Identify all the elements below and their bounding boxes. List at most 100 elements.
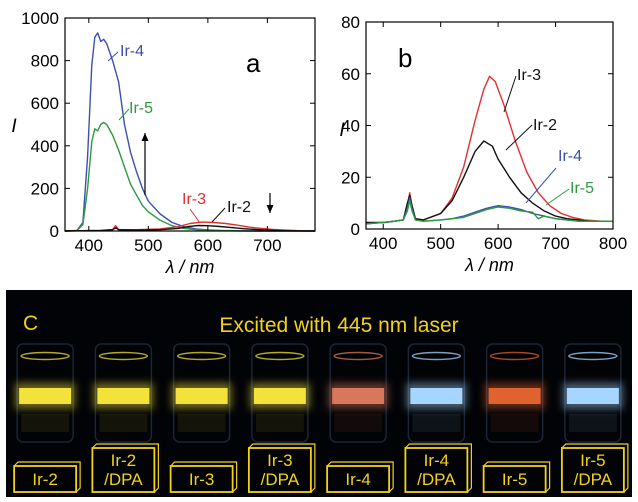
plot-frame: [64, 17, 316, 232]
y-tick-label: 0: [50, 222, 59, 241]
emission-band: [175, 388, 228, 404]
sample-label-ir-2-dpa: Ir-2/DPA: [104, 451, 143, 489]
y-tick-label: 40: [341, 117, 360, 136]
x-axis-label: λ / nm: [464, 255, 514, 275]
series-line-ir-5: [64, 121, 315, 232]
pointer-ir-4: [107, 51, 119, 62]
sample-label-ir-2: Ir-2: [32, 470, 58, 489]
emission-reflection: [334, 414, 383, 432]
label-ir-5: Ir-5: [129, 100, 153, 117]
increase-arrow-head: [141, 133, 149, 141]
emission-reflection: [21, 414, 70, 432]
emission-reflection: [568, 414, 617, 432]
x-tick-label: 400: [369, 234, 397, 253]
y-tick-label: 20: [341, 168, 360, 187]
y-tick-label: 800: [31, 52, 59, 71]
y-axis-label: I: [339, 120, 345, 141]
label-box: [91, 447, 156, 493]
vial-rim: [176, 351, 227, 361]
chart-panel-b: 400 500 600 700 800 0 20 40 60 80 λ / nm Ib Ir-3 Ir-2…: [339, 13, 627, 275]
photo-title: Excited with 445 nm laser: [219, 314, 458, 337]
sample-label-ir-3-dpa: Ir-3/DPA: [261, 451, 300, 489]
label-ir-2: Ir-2: [533, 117, 557, 134]
vial-rim: [411, 351, 462, 361]
vial-rim: [98, 351, 149, 361]
label-ir-3: Ir-3: [182, 191, 206, 208]
emission-band: [488, 388, 541, 404]
x-tick-label: 500: [134, 236, 162, 255]
label-box: [13, 465, 78, 493]
sample-label-ir-4: Ir-4: [345, 470, 371, 489]
label-box: [247, 447, 312, 493]
emission-band: [566, 388, 619, 404]
emission-band: [332, 388, 385, 404]
label-box-shadow: [91, 443, 159, 493]
series-line-ir-5: [365, 199, 613, 225]
pointer-ir-4: [525, 167, 557, 204]
emission-reflection: [99, 414, 148, 432]
y-axis-label: I: [11, 116, 17, 137]
emission-band: [97, 388, 150, 404]
x-tick-label: 500: [426, 234, 454, 253]
pointer-ir-5: [545, 188, 570, 206]
x-tick-label: 700: [253, 236, 281, 255]
y-tick-label: 80: [341, 13, 360, 32]
x-tick-label: 600: [484, 234, 512, 253]
sample-label-ir-5-dpa: Ir-5/DPA: [574, 451, 613, 489]
pointer-ir-5: [118, 108, 130, 121]
y-tick-label: 400: [31, 137, 59, 156]
label-box-shadow: [248, 443, 316, 493]
label-box: [326, 465, 391, 493]
chart-panel-a: 400 500 600 700 0 200 400 600 800 1000 λ / nm Ia Ir-…: [11, 9, 316, 277]
pointer-ir-3: [503, 75, 517, 113]
emission-band: [19, 388, 72, 404]
emission-reflection: [490, 414, 539, 432]
vial-rim: [255, 351, 305, 361]
panel-label-c: C: [23, 312, 38, 335]
panel-label-a: a: [246, 48, 261, 78]
emission-band: [253, 388, 306, 404]
label-box: [560, 447, 625, 493]
label-ir-4: Ir-4: [558, 148, 582, 165]
label-box: [482, 465, 547, 493]
label-box-shadow: [326, 461, 394, 493]
y-tick-label: 60: [341, 65, 360, 84]
x-tick-label: 800: [599, 234, 627, 253]
emission-reflection: [255, 414, 304, 432]
label-ir-5: Ir-5: [570, 180, 594, 197]
label-box-shadow: [170, 461, 238, 493]
vial-rim: [20, 351, 70, 361]
label-box: [169, 465, 234, 493]
emission-band: [410, 388, 463, 404]
vial-photo-panel: C Excited with 445 nm laser Ir-2 Ir-2/DPA Ir…: [6, 290, 632, 497]
pointer-ir-3: [189, 208, 201, 224]
label-box-shadow: [483, 461, 551, 493]
y-tick-label: 1000: [21, 9, 59, 28]
sample-label-ir-5: Ir-5: [502, 470, 528, 489]
y-tick-label: 600: [31, 94, 59, 113]
pointer-ir-2: [505, 124, 533, 151]
vial-rim: [333, 351, 383, 361]
emission-reflection: [177, 414, 226, 432]
vial-rim: [489, 351, 540, 361]
x-tick-label: 600: [194, 236, 222, 255]
label-box: [404, 447, 469, 493]
label-ir-2: Ir-2: [227, 199, 251, 216]
y-tick-label: 0: [351, 220, 360, 239]
label-ir-4: Ir-4: [120, 43, 144, 60]
label-box-shadow: [13, 461, 81, 493]
panel-label-b: b: [398, 43, 412, 73]
sample-label-ir-3: Ir-3: [189, 470, 215, 489]
y-tick-label: 200: [31, 179, 59, 198]
label-ir-3: Ir-3: [517, 67, 541, 84]
sample-label-ir-4-dpa: Ir-4/DPA: [417, 451, 456, 489]
x-axis-label: λ / nm: [165, 257, 215, 277]
label-box-shadow: [404, 443, 472, 493]
pointer-ir-2: [211, 207, 226, 223]
vial-rim: [568, 351, 618, 361]
x-tick-label: 700: [541, 234, 569, 253]
decrease-arrow-head: [266, 205, 274, 213]
emission-reflection: [412, 414, 461, 432]
label-box-shadow: [561, 443, 629, 493]
series-line-ir-2: [64, 224, 316, 232]
